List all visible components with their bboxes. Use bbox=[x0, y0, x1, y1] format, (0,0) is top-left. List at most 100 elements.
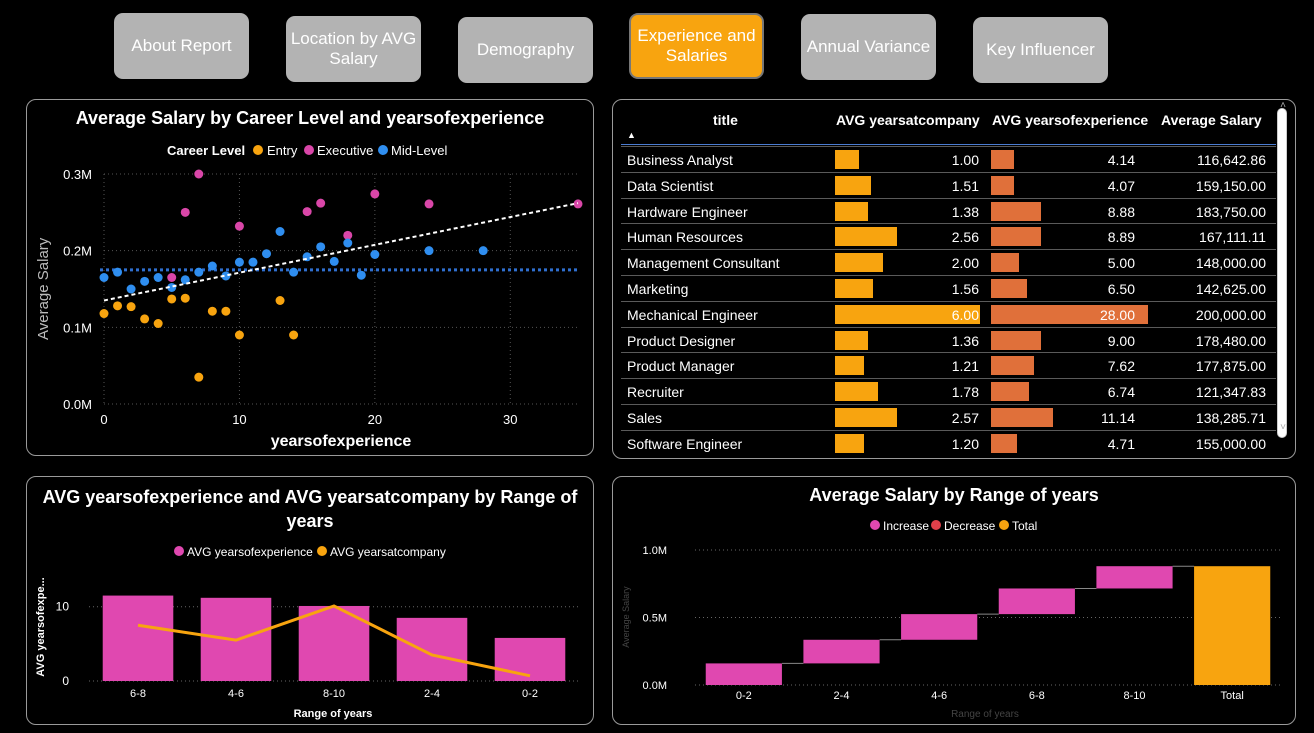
combo-x-tick-label: 8-10 bbox=[323, 688, 345, 700]
combo-chart[interactable]: AVG yearsofexperience AVG yearsatcompany… bbox=[27, 477, 594, 725]
waterfall-card[interactable]: Average Salary by Range of years Increas… bbox=[612, 476, 1296, 725]
table-row[interactable]: Business Analyst 1.00 4.14 116,642.86 bbox=[621, 146, 1276, 172]
scatter-chart[interactable]: Career Level Entry Executive Mid-Level A… bbox=[27, 100, 594, 456]
table-row[interactable]: Product Manager 1.21 7.62 177,875.00 bbox=[621, 352, 1276, 378]
title-table-card[interactable]: title ▲ AVG yearsatcompany AVG yearsofex… bbox=[612, 99, 1296, 459]
scatter-point-entry[interactable] bbox=[194, 372, 204, 382]
table-row[interactable]: Mechanical Engineer 6.00 28.00 200,000.00 bbox=[621, 300, 1276, 327]
table-row[interactable]: Marketing 1.56 6.50 142,625.00 bbox=[621, 275, 1276, 301]
scatter-point-entry[interactable] bbox=[221, 306, 231, 316]
scatter-point-executive[interactable] bbox=[316, 198, 326, 208]
table-row[interactable]: Human Resources 2.56 8.89 167,111.11 bbox=[621, 223, 1276, 249]
waterfall-bar[interactable] bbox=[901, 614, 978, 640]
table-scrollbar[interactable] bbox=[1277, 108, 1287, 438]
scatter-point-executive[interactable] bbox=[302, 207, 312, 217]
scatter-point-executive[interactable] bbox=[180, 207, 190, 217]
scatter-x-tick-label: 20 bbox=[368, 412, 382, 427]
table-header-yearsatcompany[interactable]: AVG yearsatcompany bbox=[836, 112, 980, 128]
row-yearsatcompany-value: 1.00 bbox=[951, 152, 979, 168]
waterfall-bar[interactable] bbox=[998, 588, 1075, 615]
scatter-point-entry[interactable] bbox=[180, 293, 190, 303]
scatter-point-mid-level[interactable] bbox=[343, 238, 353, 248]
scatter-point-entry[interactable] bbox=[167, 294, 177, 304]
nav-about-report-button[interactable]: About Report bbox=[114, 13, 249, 79]
scatter-point-entry[interactable] bbox=[153, 319, 163, 328]
combo-x-axis-label: Range of years bbox=[294, 708, 373, 720]
combo-card[interactable]: AVG yearsofexperience and AVG yearsatcom… bbox=[26, 476, 594, 725]
scatter-point-mid-level[interactable] bbox=[478, 246, 488, 256]
scatter-point-entry[interactable] bbox=[140, 314, 150, 324]
row-yearsofexperience-bar bbox=[991, 433, 1018, 453]
scatter-x-tick-label: 0 bbox=[100, 412, 107, 427]
scatter-point-mid-level[interactable] bbox=[126, 284, 136, 294]
scatter-point-mid-level[interactable] bbox=[99, 273, 109, 282]
table-header-average-salary[interactable]: Average Salary bbox=[1161, 112, 1262, 128]
table-row[interactable]: Software Engineer 1.20 4.71 155,000.00 bbox=[621, 429, 1276, 456]
table-header-title[interactable]: title bbox=[713, 112, 738, 128]
table-row[interactable]: Data Scientist 1.51 4.07 159,150.00 bbox=[621, 171, 1276, 198]
waterfall-bar[interactable] bbox=[1194, 566, 1271, 685]
scatter-point-entry[interactable] bbox=[113, 301, 123, 311]
waterfall-bar[interactable] bbox=[803, 639, 880, 664]
scroll-down-icon[interactable]: ˅ bbox=[1280, 422, 1286, 433]
scatter-point-mid-level[interactable] bbox=[113, 267, 123, 277]
scatter-point-mid-level[interactable] bbox=[248, 257, 258, 267]
combo-line[interactable] bbox=[137, 604, 531, 678]
row-yearsofexperience-value: 8.89 bbox=[1107, 229, 1135, 246]
scatter-point-mid-level[interactable] bbox=[153, 273, 163, 282]
nav-experience-salaries-button[interactable]: Experience and Salaries bbox=[629, 13, 764, 79]
nav-key-influencer-button[interactable]: Key Influencer bbox=[973, 17, 1108, 83]
combo-bar[interactable] bbox=[494, 637, 566, 681]
scatter-point-mid-level[interactable] bbox=[234, 257, 244, 267]
scatter-point-executive[interactable] bbox=[370, 189, 380, 199]
table-row[interactable]: Management Consultant 2.00 5.00 148,000.00 bbox=[621, 249, 1276, 275]
row-yearsofexperience-value: 5.00 bbox=[1107, 255, 1135, 272]
nav-annual-variance-button[interactable]: Annual Variance bbox=[801, 14, 936, 80]
row-average-salary-value: 159,150.00 bbox=[1195, 177, 1266, 194]
table-row[interactable]: Recruiter 1.78 6.74 121,347.83 bbox=[621, 378, 1276, 404]
scatter-point-mid-level[interactable] bbox=[356, 270, 366, 280]
scatter-card[interactable]: Average Salary by Career Level and years… bbox=[26, 99, 594, 456]
row-yearsatcompany-value: 2.00 bbox=[951, 255, 979, 272]
scatter-point-executive[interactable] bbox=[234, 221, 244, 231]
nav-demography-button[interactable]: Demography bbox=[458, 17, 593, 83]
waterfall-bar[interactable] bbox=[705, 663, 782, 685]
table-row[interactable]: Product Designer 1.36 9.00 178,480.00 bbox=[621, 326, 1276, 353]
row-yearsofexperience-value: 9.00 bbox=[1107, 332, 1135, 349]
scroll-up-icon[interactable]: ˄ bbox=[1280, 100, 1286, 111]
scatter-point-entry[interactable] bbox=[99, 309, 109, 319]
table-row[interactable]: Hardware Engineer 1.38 8.88 183,750.00 bbox=[621, 197, 1276, 224]
scatter-point-mid-level[interactable] bbox=[370, 250, 380, 259]
scatter-point-mid-level[interactable] bbox=[289, 267, 299, 277]
scatter-point-mid-level[interactable] bbox=[180, 275, 190, 285]
waterfall-bar[interactable] bbox=[1096, 566, 1173, 589]
scatter-point-mid-level[interactable] bbox=[140, 276, 150, 286]
table-row[interactable]: Sales 2.57 11.14 138,285.71 bbox=[621, 404, 1276, 430]
scatter-point-executive[interactable] bbox=[167, 273, 177, 282]
scatter-point-mid-level[interactable] bbox=[194, 267, 204, 277]
combo-bar[interactable] bbox=[102, 595, 174, 681]
scatter-point-executive[interactable] bbox=[343, 230, 353, 240]
combo-bar[interactable] bbox=[396, 617, 468, 681]
scatter-point-mid-level[interactable] bbox=[207, 261, 217, 271]
table-header-yearsofexperience[interactable]: AVG yearsofexperience bbox=[992, 112, 1149, 128]
scatter-point-entry[interactable] bbox=[207, 306, 217, 316]
scatter-point-executive[interactable] bbox=[424, 199, 434, 209]
waterfall-chart[interactable]: Increase Decrease Total Average Salary R… bbox=[613, 477, 1296, 725]
scatter-x-tick-label: 30 bbox=[503, 412, 517, 427]
sort-ascending-icon[interactable]: ▲ bbox=[627, 130, 636, 140]
scatter-point-entry[interactable] bbox=[234, 330, 244, 340]
scatter-point-mid-level[interactable] bbox=[329, 256, 339, 266]
legend-entry-marker bbox=[253, 145, 263, 155]
nav-location-button[interactable]: Location by AVG Salary bbox=[286, 16, 421, 82]
scatter-point-mid-level[interactable] bbox=[316, 242, 326, 252]
scatter-point-executive[interactable] bbox=[194, 169, 204, 179]
row-yearsatcompany-bar bbox=[835, 227, 897, 247]
scatter-point-entry[interactable] bbox=[126, 302, 136, 312]
scatter-point-entry[interactable] bbox=[289, 330, 299, 340]
scatter-point-mid-level[interactable] bbox=[262, 249, 272, 259]
scatter-point-mid-level[interactable] bbox=[275, 227, 285, 236]
scatter-point-entry[interactable] bbox=[275, 296, 285, 305]
scatter-point-mid-level[interactable] bbox=[221, 271, 231, 281]
scatter-point-mid-level[interactable] bbox=[424, 246, 434, 256]
